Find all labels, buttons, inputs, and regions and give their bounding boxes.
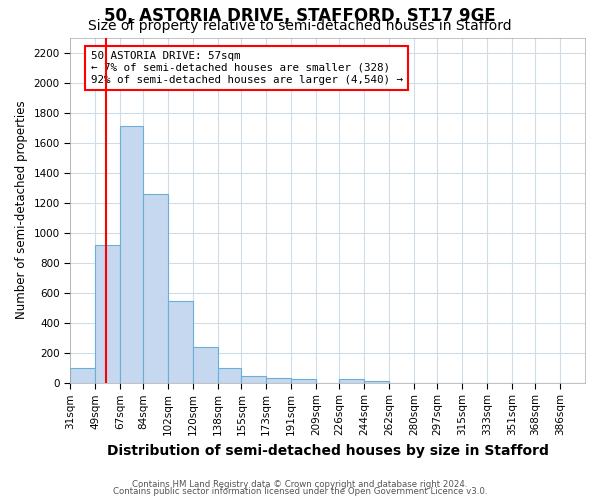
Bar	[120, 126, 143, 382]
Text: 50, ASTORIA DRIVE, STAFFORD, ST17 9GE: 50, ASTORIA DRIVE, STAFFORD, ST17 9GE	[104, 8, 496, 26]
Text: Size of property relative to semi-detached houses in Stafford: Size of property relative to semi-detach…	[88, 19, 512, 33]
Text: Contains HM Land Registry data © Crown copyright and database right 2024.: Contains HM Land Registry data © Crown c…	[132, 480, 468, 489]
Bar	[218, 368, 241, 382]
Bar	[143, 194, 168, 382]
Bar	[291, 380, 316, 382]
Bar	[95, 244, 120, 382]
Bar	[266, 378, 291, 382]
Text: 50 ASTORIA DRIVE: 57sqm
← 7% of semi-detached houses are smaller (328)
92% of se: 50 ASTORIA DRIVE: 57sqm ← 7% of semi-det…	[91, 52, 403, 84]
Bar	[340, 380, 364, 382]
Bar	[70, 368, 95, 382]
Bar	[193, 348, 218, 382]
Bar	[241, 376, 266, 382]
X-axis label: Distribution of semi-detached houses by size in Stafford: Distribution of semi-detached houses by …	[107, 444, 548, 458]
Text: Contains public sector information licensed under the Open Government Licence v3: Contains public sector information licen…	[113, 487, 487, 496]
Y-axis label: Number of semi-detached properties: Number of semi-detached properties	[15, 101, 28, 320]
Bar	[168, 301, 193, 382]
